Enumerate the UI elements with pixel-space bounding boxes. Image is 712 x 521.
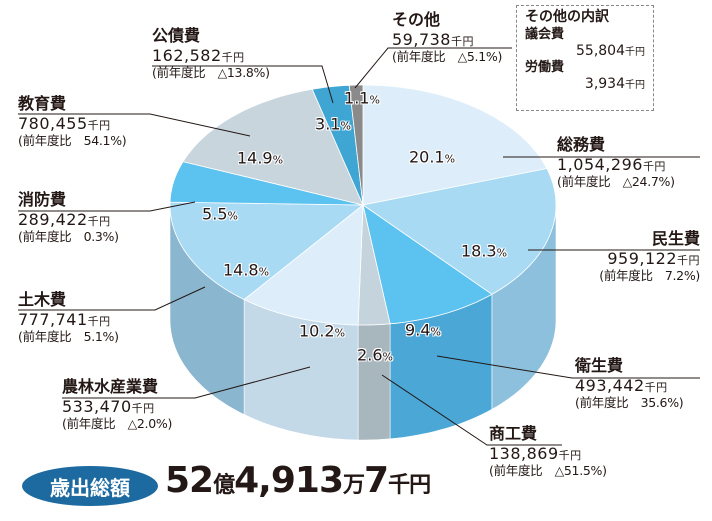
category-name: 衛生費	[575, 356, 624, 375]
category-name: 教育費	[18, 94, 67, 113]
pie-slice-商工費	[357, 204, 391, 326]
pct-label-sonota: 1.1%	[344, 88, 380, 108]
label-kyouiku: 教育費 780,455千円 (前年度比 54.1%)	[18, 94, 127, 148]
pie-slice-消防費	[169, 161, 364, 206]
label-shoukou: 商工費 138,869千円 (前年度比 △51.5%)	[489, 424, 607, 478]
category-value: 777,741	[18, 310, 88, 329]
category-value: 493,442	[575, 376, 645, 395]
category-name: 民生費	[651, 229, 700, 248]
category-name: 土木費	[18, 290, 67, 309]
category-name: その他	[392, 10, 441, 29]
category-value: 162,582	[152, 46, 222, 65]
leader-line-eisei	[436, 355, 700, 379]
category-name: 商工費	[489, 424, 538, 443]
label-kousai: 公債費 162,582千円 (前年度比 △13.8%)	[152, 26, 270, 80]
category-value: 533,470	[62, 397, 132, 416]
category-change: (前年度比 54.1%)	[18, 133, 127, 148]
pie-side-3	[357, 323, 391, 441]
pct-label-kyouiku: 14.9%	[236, 148, 284, 168]
pie-slice-教育費	[182, 88, 364, 206]
pie-slice-総務費	[362, 84, 548, 206]
others-item-value: 3,934	[584, 76, 625, 92]
leader-line-shoubou	[18, 201, 196, 212]
others-item-value: 55,804	[576, 43, 625, 59]
leader-line-sonota	[354, 47, 512, 89]
label-eisei: 衛生費 493,442千円 (前年度比 35.6%)	[575, 356, 684, 410]
leader-line-doboku	[18, 286, 206, 311]
pct-label-eisei: 9.4%	[405, 320, 441, 340]
pie-slice-土木費	[169, 201, 365, 300]
pct-label-nourin: 10.2%	[298, 321, 346, 341]
category-value: 289,422	[18, 210, 88, 229]
leader-line-kousai	[152, 65, 334, 104]
others-item-name: 議会費	[525, 27, 565, 42]
leader-line-nourin	[62, 366, 311, 399]
total-label-badge: 歳出総額	[22, 466, 158, 506]
label-nourin: 農林水産業費 533,470千円 (前年度比 △2.0%)	[62, 377, 173, 431]
pct-label-shoubou: 5.5%	[202, 204, 238, 224]
category-value: 780,455	[18, 114, 88, 133]
pct-label-minsei: 18.3%	[460, 241, 508, 261]
label-minsei: 民生費 959,122千円 (前年度比 7.2%)	[599, 229, 700, 283]
category-value: 959,122	[607, 249, 677, 268]
category-change: (前年度比 △51.5%)	[489, 463, 607, 478]
pie-slice-農林水産業費	[243, 204, 364, 326]
category-name: 総務費	[557, 135, 606, 154]
category-change: (前年度比 0.3%)	[18, 229, 119, 244]
total-amount: 52億4,913万7千円	[165, 460, 431, 501]
pct-label-kousai: 3.1%	[315, 114, 351, 134]
category-change: (前年度比 7.2%)	[599, 268, 700, 283]
pie-slice-その他	[348, 84, 364, 206]
others-breakdown-box: その他の内訳 議会費 55,804千円 労働費 3,934千円	[516, 5, 654, 111]
leader-line-kyouiku	[18, 113, 251, 137]
label-soumu: 総務費 1,054,296千円 (前年度比 △24.7%)	[557, 135, 675, 189]
pie-slice-衛生費	[362, 204, 493, 325]
category-change: (前年度比 △5.1%)	[392, 49, 503, 64]
label-shoubou: 消防費 289,422千円 (前年度比 0.3%)	[18, 190, 119, 244]
label-doboku: 土木費 777,741千円 (前年度比 5.1%)	[18, 290, 119, 344]
category-change: (前年度比 △2.0%)	[62, 416, 173, 431]
category-value: 59,738	[392, 30, 451, 49]
category-change: (前年度比 △24.7%)	[557, 174, 675, 189]
category-name: 公債費	[152, 26, 201, 45]
pct-label-doboku: 14.8%	[222, 260, 270, 280]
others-breakdown-title: その他の内訳	[525, 9, 609, 25]
pie-slice-公債費	[311, 84, 364, 206]
others-item-name: 労働費	[525, 60, 565, 75]
pct-label-soumu: 20.1%	[408, 147, 456, 167]
pct-label-shoukou: 2.6%	[357, 345, 393, 365]
leader-line-shoukou	[381, 374, 562, 446]
category-change: (前年度比 35.6%)	[575, 395, 684, 410]
category-value: 1,054,296	[557, 155, 643, 174]
category-change: (前年度比 △13.8%)	[152, 65, 270, 80]
pie-slice-民生費	[361, 168, 557, 295]
category-change: (前年度比 5.1%)	[18, 329, 119, 344]
label-sonota: その他 59,738千円 (前年度比 △5.1%)	[392, 10, 503, 64]
category-value: 138,869	[489, 444, 559, 463]
category-name: 消防費	[18, 190, 67, 209]
category-name: 農林水産業費	[62, 377, 159, 396]
